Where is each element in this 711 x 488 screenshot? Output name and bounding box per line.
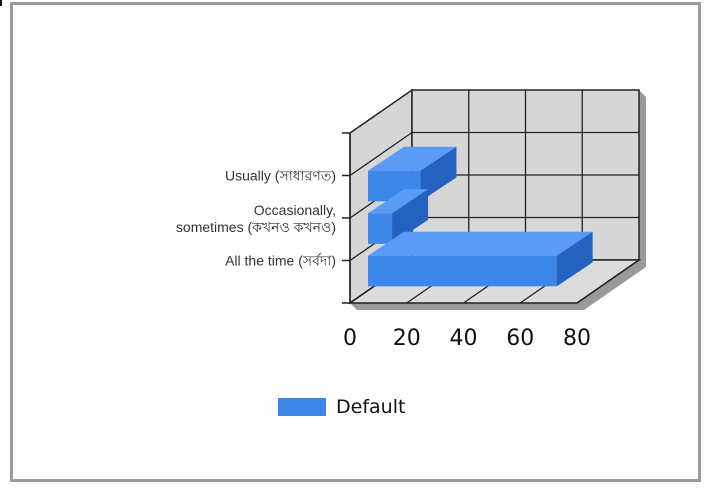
bar (368, 255, 557, 287)
bar (368, 213, 393, 244)
bar-side (420, 146, 457, 202)
x-tick-label: 80 (563, 326, 591, 351)
x-tick-label: 60 (506, 326, 534, 351)
bar-top (368, 231, 593, 256)
x-tick-label: 20 (393, 326, 421, 351)
grid-line-wall (349, 131, 413, 177)
category-label: Occasionally, sometimes (কখনও কখনও) (176, 202, 336, 235)
bar-top (368, 189, 429, 214)
x-tick-label: 0 (343, 326, 357, 351)
floor-grid-line (576, 259, 640, 304)
bar-side (392, 189, 429, 244)
corner-mark (0, 0, 8, 6)
legend-swatch (278, 398, 326, 416)
floor-shadow (350, 260, 646, 310)
legend-label: Default (336, 396, 406, 418)
legend: Default (278, 396, 405, 418)
x-tick-label: 40 (450, 326, 478, 351)
bar-side (556, 231, 593, 287)
bar-top (368, 146, 457, 171)
category-label: Usually (সাধারণত) (225, 168, 336, 184)
category-label: All the time (সর্বদা) (225, 253, 336, 269)
